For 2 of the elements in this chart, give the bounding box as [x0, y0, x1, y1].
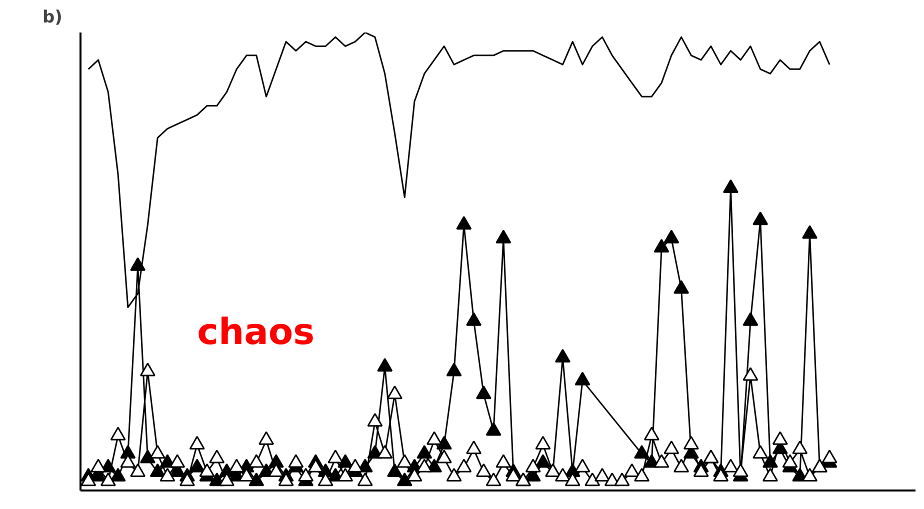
text: b) [42, 8, 62, 28]
annotation: chaos [197, 312, 315, 354]
